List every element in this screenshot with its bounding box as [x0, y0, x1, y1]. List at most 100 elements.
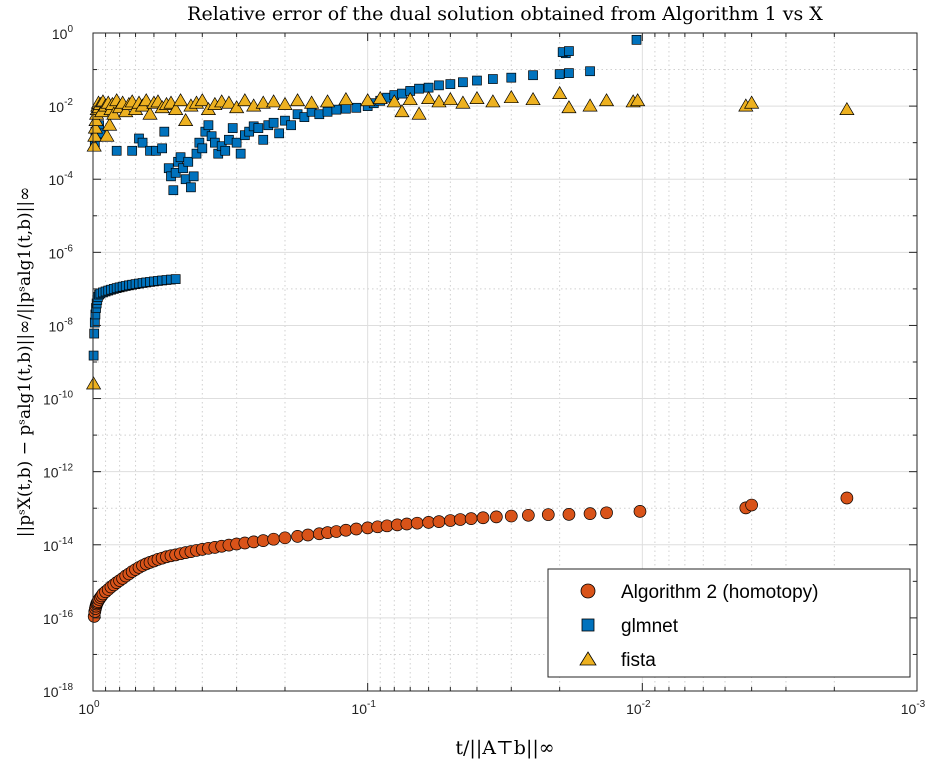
y-tick-label: 10-10	[43, 390, 73, 408]
data-point-fista	[86, 138, 102, 152]
data-point-glmnet	[137, 137, 148, 148]
data-point-glmnet	[299, 112, 310, 122]
data-point-fista	[485, 94, 501, 108]
data-point-glmnet	[322, 106, 333, 117]
data-point-fista	[552, 85, 568, 99]
data-markers	[85, 34, 855, 623]
y-tick-label: 10-8	[49, 316, 74, 334]
data-point-fista	[839, 101, 855, 116]
x-axis-label: t/||A⊤b||∞	[455, 737, 554, 759]
x-tick-label: 10-3	[901, 699, 926, 717]
data-point-algorithm2	[349, 522, 363, 536]
data-point-glmnet	[472, 75, 482, 86]
y-tick-label: 100	[52, 24, 74, 42]
data-point-glmnet	[170, 274, 181, 284]
data-point-glmnet	[488, 74, 498, 84]
data-point-glmnet	[414, 83, 424, 94]
data-point-fista	[431, 94, 447, 108]
data-point-fista	[360, 93, 376, 107]
data-point-glmnet	[89, 328, 100, 339]
data-point-glmnet	[191, 148, 202, 159]
series-triangle	[85, 85, 855, 390]
data-point-glmnet	[268, 117, 279, 128]
y-axis-label: ||pˢX(t,b) − pˢalg1(t,b)||∞/||pˢalg1(t,b…	[15, 187, 35, 538]
y-tick-label: 10-2	[49, 97, 74, 115]
data-point-algorithm2	[633, 505, 647, 518]
data-point-glmnet	[168, 185, 179, 196]
data-point-algorithm2	[453, 513, 467, 526]
data-point-fista	[168, 101, 184, 116]
data-point-glmnet	[220, 145, 231, 156]
data-point-glmnet	[227, 123, 238, 133]
legend-label-algorithm2: Algorithm 2 (homotopy)	[621, 582, 818, 603]
data-point-glmnet	[178, 163, 188, 174]
data-point-fista	[178, 112, 194, 127]
data-point-glmnet	[183, 156, 194, 167]
data-point-fista	[386, 94, 402, 108]
x-tick-label: 100	[78, 699, 100, 717]
data-point-algorithm2	[504, 509, 518, 523]
data-point-fista	[303, 95, 320, 109]
data-point-glmnet	[314, 109, 325, 120]
data-point-glmnet	[127, 145, 138, 156]
data-point-glmnet	[274, 128, 285, 139]
data-point-fista	[102, 117, 118, 131]
data-point-algorithm2	[464, 512, 478, 525]
data-point-glmnet	[564, 68, 574, 78]
y-tick-label: 10-4	[49, 170, 74, 188]
data-point-fista	[106, 106, 122, 120]
data-point-glmnet	[186, 182, 196, 193]
data-point-fista	[394, 104, 410, 118]
data-point-glmnet	[397, 88, 407, 99]
y-tick-label: 10-6	[49, 243, 74, 261]
legend: Algorithm 2 (homotopy) glmnet fista	[547, 568, 911, 678]
data-point-algorithm2	[562, 507, 576, 521]
data-point-glmnet	[423, 82, 434, 93]
x-tick-labels: 100 10-1 10-2 10-3	[78, 699, 925, 717]
data-point-glmnet	[231, 137, 242, 148]
series-square	[88, 34, 642, 361]
data-point-fista	[411, 106, 427, 120]
data-point-glmnet	[631, 34, 642, 45]
data-point-fista	[469, 90, 485, 104]
data-point-fista	[142, 106, 158, 120]
data-point-fista	[229, 100, 245, 114]
data-point-glmnet	[203, 120, 214, 131]
data-point-fista	[598, 93, 615, 107]
y-tick-label: 10-18	[43, 682, 73, 700]
data-point-algorithm2	[840, 491, 854, 505]
data-point-fista	[630, 93, 646, 107]
data-point-fista	[338, 91, 354, 106]
data-point-fista	[237, 93, 253, 107]
data-point-glmnet	[159, 126, 170, 137]
data-point-algorithm2	[301, 528, 315, 542]
data-point-glmnet	[351, 102, 362, 113]
data-point-fista	[525, 91, 541, 106]
data-point-fista	[277, 96, 293, 110]
data-point-fista	[744, 95, 760, 109]
data-point-algorithm2	[745, 498, 758, 512]
series-circle	[87, 491, 854, 623]
data-point-algorithm2	[267, 532, 280, 546]
data-point-glmnet	[506, 72, 517, 83]
legend-marker-glmnet	[581, 618, 595, 632]
data-point-glmnet	[458, 77, 468, 88]
data-point-fista	[319, 94, 336, 108]
y-tick-label: 10-14	[43, 536, 73, 554]
data-point-fista	[289, 93, 306, 107]
data-point-glmnet	[341, 103, 351, 114]
data-point-fista	[87, 120, 104, 134]
data-point-fista	[420, 90, 437, 104]
legend-marker-fista	[579, 651, 597, 666]
data-point-glmnet	[88, 350, 99, 361]
y-tick-label: 10-12	[43, 463, 73, 481]
data-point-fista	[221, 95, 237, 109]
data-point-glmnet	[554, 69, 565, 79]
data-point-fista	[455, 95, 471, 109]
data-point-glmnet	[111, 145, 122, 156]
data-point-algorithm2	[432, 515, 446, 528]
data-point-fista	[442, 91, 458, 106]
data-point-fista	[255, 95, 271, 109]
data-point-algorithm2	[541, 508, 555, 521]
